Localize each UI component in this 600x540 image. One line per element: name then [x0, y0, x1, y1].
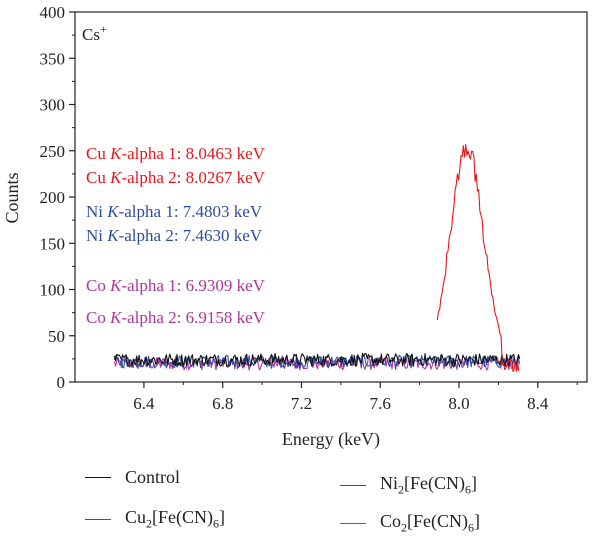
- annotation-line: Co K-alpha 2: 6.9158 keV: [86, 308, 266, 327]
- y-tick-label: 100: [40, 281, 66, 300]
- legend-swatch: [85, 477, 111, 478]
- annotation-layer: Cu K-alpha 1: 8.0463 keV Cu K-alpha 2: 8.…: [86, 144, 266, 327]
- annotation-line: Cu K-alpha 1: 8.0463 keV: [86, 144, 266, 163]
- legend-label: Cu2[Fe(CN)6]: [125, 507, 226, 531]
- corner-label: Cs+: [82, 22, 107, 44]
- legend-item: Co2[Fe(CN)6]: [340, 511, 480, 536]
- legend: Control Cu2[Fe(CN)6] Ni2[Fe(CN)6] Co2[Fe(CN…: [0, 455, 600, 540]
- y-tick-label: 50: [48, 327, 65, 346]
- annotation-line: Co K-alpha 1: 6.9309 keV: [86, 276, 266, 295]
- legend-item: Control: [85, 467, 180, 488]
- legend-swatch: [85, 518, 111, 520]
- series-layer: [113, 143, 521, 372]
- x-tick-label: 7.6: [370, 394, 391, 413]
- legend-item: Cu2[Fe(CN)6]: [85, 507, 225, 532]
- series-line: [113, 354, 521, 369]
- x-tick-label: 6.4: [133, 394, 155, 413]
- axes-layer: 0 50 100 150 200 250 300 350 400 6.4 6.8 7.2 7.6 8.0 8…: [40, 3, 588, 413]
- legend-label: Co2[Fe(CN)6]: [380, 511, 481, 535]
- annotation-line: Cu K-alpha 2: 8.0267 keV: [86, 168, 266, 187]
- x-tick-label: 6.8: [212, 394, 233, 413]
- annotation-line: Ni K-alpha 2: 7.4630 keV: [86, 226, 263, 245]
- legend-label: Ni2[Fe(CN)6]: [380, 473, 477, 497]
- y-tick-label: 250: [40, 142, 66, 161]
- x-tick-label: 7.2: [291, 394, 312, 413]
- legend-swatch: [340, 522, 366, 524]
- x-tick-label: 8.4: [527, 394, 549, 413]
- y-tick-label: 0: [57, 373, 66, 392]
- legend-label: Control: [125, 467, 181, 487]
- annotation-line: Ni K-alpha 1: 7.4803 keV: [86, 202, 263, 221]
- x-tick-label: 8.0: [448, 394, 469, 413]
- y-tick-label: 400: [40, 3, 66, 22]
- legend-item: Ni2[Fe(CN)6]: [340, 473, 477, 498]
- series-line: [113, 352, 521, 367]
- y-axis-title: Counts: [2, 172, 22, 223]
- y-tick-label: 200: [40, 188, 66, 207]
- x-axis-title: Energy (keV): [282, 429, 380, 450]
- y-tick-label: 300: [40, 96, 66, 115]
- series-line: [436, 143, 520, 372]
- xrf-spectrum-chart: 0 50 100 150 200 250 300 350 400 6.4 6.8 7.2 7.6 8.0 8…: [2, 3, 588, 450]
- legend-swatch: [340, 484, 366, 486]
- y-tick-label: 150: [40, 234, 66, 253]
- y-tick-label: 350: [40, 49, 66, 68]
